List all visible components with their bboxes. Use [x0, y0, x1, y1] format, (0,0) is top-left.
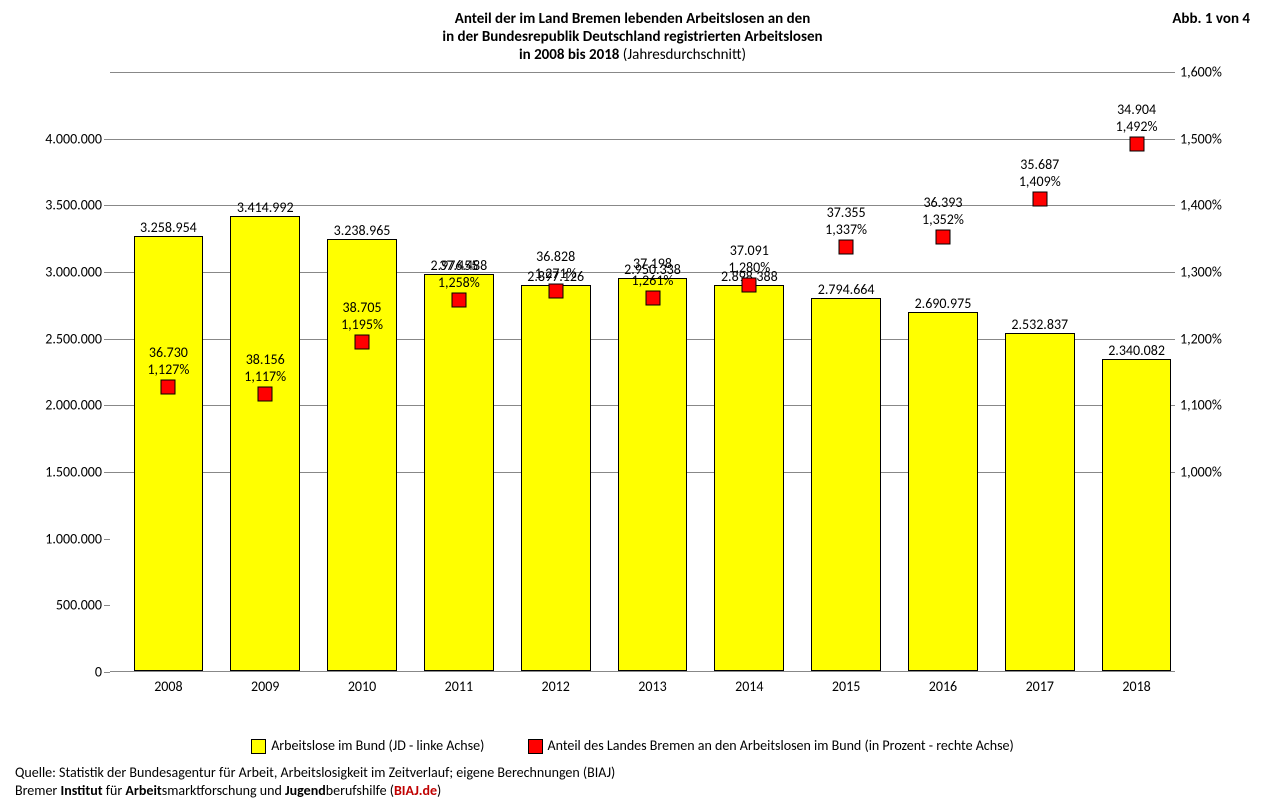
legend: Arbeitslose im Bund (JD - linke Achse) A… [15, 737, 1250, 754]
figure-number: Abb. 1 von 4 [1172, 10, 1250, 28]
y-left-tick-label: 3.000.000 [30, 264, 102, 281]
legend-swatch-marker [528, 739, 543, 754]
marker-value-label: 36.3931,352% [893, 195, 993, 229]
marker-value-label: 38.7051,195% [312, 300, 412, 334]
y-right-tick-label: 1,100% [1180, 397, 1240, 414]
bar [714, 285, 784, 671]
x-tick-label: 2015 [806, 678, 886, 695]
bar-value-label: 2.690.975 [883, 295, 1003, 312]
bar [424, 274, 494, 671]
y-left-tick-label: 3.500.000 [30, 197, 102, 214]
marker [1129, 137, 1144, 152]
bar [618, 278, 688, 671]
bar-value-label: 2.340.082 [1077, 342, 1197, 359]
chart-area: BIAJ.de 0500.0001.000.0001.500.0002.000.… [15, 72, 1250, 702]
marker [451, 293, 466, 308]
x-tick-label: 2017 [1000, 678, 1080, 695]
x-tick-label: 2014 [709, 678, 789, 695]
legend-swatch-bar [251, 739, 266, 754]
y-right-tick-label: 1,000% [1180, 464, 1240, 481]
x-tick-label: 2012 [516, 678, 596, 695]
y-right-tick-label: 1,400% [1180, 197, 1240, 214]
x-tick-label: 2010 [322, 678, 402, 695]
title-line-3: in 2008 bis 2018 (Jahresdurchschnitt) [15, 46, 1250, 64]
y-left-tick-label: 4.000.000 [30, 130, 102, 147]
footer: Quelle: Statistik der Bundesagentur für … [15, 764, 1250, 800]
marker-value-label: 38.1561,117% [215, 352, 315, 386]
marker [548, 284, 563, 299]
y-left-tick-label: 500.000 [30, 597, 102, 614]
marker [355, 335, 370, 350]
marker-value-label: 37.0911,280% [699, 243, 799, 277]
institute-line: Bremer Institut für Arbeitsmarktforschun… [15, 782, 1250, 800]
source-line: Quelle: Statistik der Bundesagentur für … [15, 764, 1250, 782]
y-left-tick-label: 2.000.000 [30, 397, 102, 414]
marker-value-label: 37.4551,258% [409, 258, 509, 292]
y-left-tick-label: 1.000.000 [30, 530, 102, 547]
bar [134, 236, 204, 671]
marker-value-label: 37.1981,261% [603, 256, 703, 290]
marker-value-label: 34.9041,492% [1087, 102, 1187, 136]
x-tick-label: 2011 [419, 678, 499, 695]
y-left-tick-label: 0 [30, 664, 102, 681]
y-right-tick-label: 1,500% [1180, 130, 1240, 147]
plot-area: BIAJ.de 0500.0001.000.0001.500.0002.000.… [110, 72, 1175, 672]
marker [742, 278, 757, 293]
bar [1102, 359, 1172, 671]
x-tick-label: 2008 [128, 678, 208, 695]
bar-value-label: 3.238.965 [302, 222, 422, 239]
y-right-tick-label: 1,300% [1180, 264, 1240, 281]
bar-value-label: 2.532.837 [980, 316, 1100, 333]
marker [645, 291, 660, 306]
marker [161, 380, 176, 395]
bar [521, 285, 591, 671]
title-line-1: Anteil der im Land Bremen lebenden Arbei… [15, 10, 1250, 28]
marker [839, 240, 854, 255]
chart-title: Anteil der im Land Bremen lebenden Arbei… [15, 10, 1250, 64]
marker-value-label: 36.8281,271% [506, 249, 606, 283]
marker [258, 387, 273, 402]
y-right-tick-label: 1,600% [1180, 64, 1240, 81]
marker [1032, 192, 1047, 207]
marker-value-label: 36.7301,127% [118, 345, 218, 379]
marker-value-label: 35.6871,409% [990, 157, 1090, 191]
legend-item-bars: Arbeitslose im Bund (JD - linke Achse) [251, 737, 484, 754]
x-tick-label: 2013 [613, 678, 693, 695]
x-tick-label: 2018 [1097, 678, 1177, 695]
y-left-tick-label: 1.500.000 [30, 464, 102, 481]
bar-value-label: 3.258.954 [108, 219, 228, 236]
x-tick-label: 2016 [903, 678, 983, 695]
bar [230, 216, 300, 671]
title-line-2: in der Bundesrepublik Deutschland regist… [15, 28, 1250, 46]
marker [935, 230, 950, 245]
x-tick-label: 2009 [225, 678, 305, 695]
bar [908, 312, 978, 671]
legend-item-markers: Anteil des Landes Bremen an den Arbeitsl… [528, 737, 1014, 754]
bar-value-label: 3.414.992 [205, 199, 325, 216]
bar [811, 298, 881, 671]
bar [1005, 333, 1075, 671]
y-left-tick-label: 2.500.000 [30, 330, 102, 347]
marker-value-label: 37.3551,337% [796, 205, 896, 239]
